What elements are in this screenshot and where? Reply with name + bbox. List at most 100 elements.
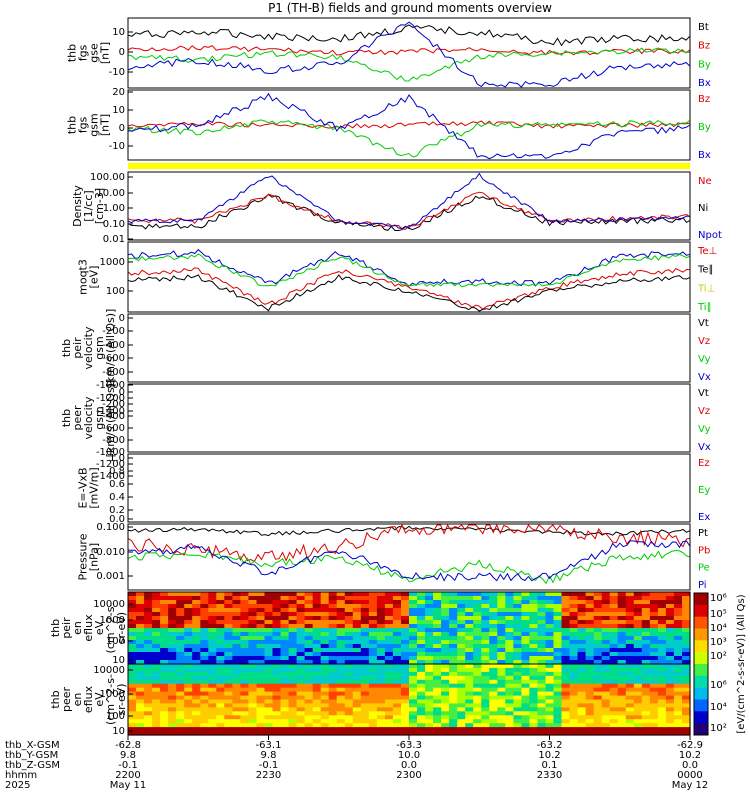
spectrogram-cell xyxy=(665,608,675,613)
spectrogram-cell xyxy=(232,727,241,732)
spectrogram-cell xyxy=(441,715,450,720)
spectrogram-cell xyxy=(280,604,290,609)
spectrogram-cell xyxy=(208,723,217,728)
spectrogram-cell xyxy=(320,628,330,633)
spectrogram-cell xyxy=(136,596,145,601)
spectrogram-cell xyxy=(264,695,274,701)
spectrogram-cell xyxy=(376,675,386,681)
spectrogram-cell xyxy=(449,723,458,728)
spectrogram-cell xyxy=(569,592,579,597)
spectrogram-cell xyxy=(344,731,354,736)
spectrogram-cell xyxy=(224,723,233,728)
spectrogram-cell xyxy=(617,600,627,605)
spectrogram-cell xyxy=(208,699,217,704)
spectrogram-cell xyxy=(168,687,177,693)
spectrogram-cell xyxy=(296,727,306,732)
spectrogram-cell xyxy=(441,707,450,712)
spectrogram-cell xyxy=(433,648,442,653)
spectrogram-cell xyxy=(200,723,209,728)
spectrogram-cell xyxy=(352,608,362,613)
spectrogram-cell xyxy=(392,620,402,625)
spectrogram-cell xyxy=(328,636,338,641)
spectrogram-cell xyxy=(593,660,603,665)
spectrogram-cell xyxy=(409,731,418,736)
spectrogram-cell xyxy=(320,600,330,605)
spectrogram-cell xyxy=(256,691,266,697)
y-axis-label: thbpeerenefluxeV(cm^2-s-sr-eV) xyxy=(49,674,128,725)
spectrogram-cell xyxy=(449,620,458,625)
spectrogram-cell xyxy=(585,711,595,716)
spectrogram-cell xyxy=(152,679,161,685)
spectrogram-cell xyxy=(609,612,619,617)
spectrogram-cell xyxy=(601,604,611,609)
spectrogram-cell xyxy=(561,731,571,736)
spectrogram-cell xyxy=(128,687,137,693)
spectrogram-cell xyxy=(272,640,282,645)
spectrogram-cell xyxy=(144,628,153,633)
spectrogram-cell xyxy=(577,616,587,621)
spectrogram-cell xyxy=(208,624,217,629)
spectrogram-cell xyxy=(465,707,474,712)
spectrogram-cell xyxy=(489,624,498,629)
spectrogram-cell xyxy=(577,703,587,708)
spectrogram-cell xyxy=(489,715,498,720)
spectrogram-cell xyxy=(216,660,225,665)
spectrogram-cell xyxy=(288,616,298,621)
spectrogram-cell xyxy=(457,648,466,653)
spectrogram-cell xyxy=(312,719,322,724)
spectrogram-cell xyxy=(344,604,354,609)
spectrogram-cell xyxy=(457,664,466,669)
spectrogram-cell xyxy=(168,640,177,645)
spectrogram-cell xyxy=(417,608,426,613)
spectrogram-cell xyxy=(609,628,619,633)
spectrogram-cell xyxy=(417,660,426,665)
spectrogram-cell xyxy=(417,695,426,701)
spectrogram-cell xyxy=(328,624,338,629)
series-Ti-par xyxy=(127,253,691,288)
spectrogram-cell xyxy=(585,648,595,653)
spectrogram-cell xyxy=(433,707,442,712)
y-tick-label: 0.10 xyxy=(103,219,125,230)
spectrogram-cell xyxy=(409,715,418,720)
spectrogram-cell xyxy=(152,687,161,693)
spectrogram-cell xyxy=(208,640,217,645)
spectrogram-cell xyxy=(240,699,249,704)
spectrogram-cell xyxy=(409,671,418,677)
spectrogram-cell xyxy=(521,719,530,724)
legend-Pt: Pt xyxy=(698,528,708,539)
spectrogram-cell xyxy=(216,703,225,708)
spectrogram-cell xyxy=(224,664,233,669)
spectrogram-cell xyxy=(649,707,659,712)
spectrogram-cell xyxy=(625,652,635,657)
spectrogram-cell xyxy=(521,664,530,669)
spectrogram-cell xyxy=(368,691,378,697)
spectrogram-cell xyxy=(593,620,603,625)
spectrogram-cell xyxy=(136,711,145,716)
spectrogram-cell xyxy=(192,671,201,677)
spectrogram-cell xyxy=(601,660,611,665)
spectrogram-cell xyxy=(682,660,691,665)
spectrogram-cell xyxy=(152,632,161,637)
spectrogram-cell xyxy=(657,691,667,697)
spectrogram-cell xyxy=(136,707,145,712)
spectrogram-cell xyxy=(682,731,691,736)
x-row-value: 10.2 xyxy=(679,750,701,761)
spectrogram-cell xyxy=(577,640,587,645)
spectrogram-cell xyxy=(657,640,667,645)
spectrogram-cell xyxy=(617,711,627,716)
spectrogram-cell xyxy=(513,604,522,609)
y-tick-label: 10000 xyxy=(93,599,125,610)
spectrogram-cell xyxy=(344,608,354,613)
spectrogram-cell xyxy=(360,636,370,641)
spectrogram-cell xyxy=(601,624,611,629)
spectrogram-cell xyxy=(192,628,201,633)
spectrogram-cell xyxy=(665,703,675,708)
spectrogram-cell xyxy=(328,608,338,613)
spectrogram-cell xyxy=(360,604,370,609)
spectrogram-cell xyxy=(665,628,675,633)
y-tick-label: -600 xyxy=(102,353,125,364)
spectrogram-cell xyxy=(585,612,595,617)
spectrogram-cell xyxy=(368,652,378,657)
spectrogram-cell xyxy=(136,679,145,685)
spectrogram-cell xyxy=(288,675,298,681)
